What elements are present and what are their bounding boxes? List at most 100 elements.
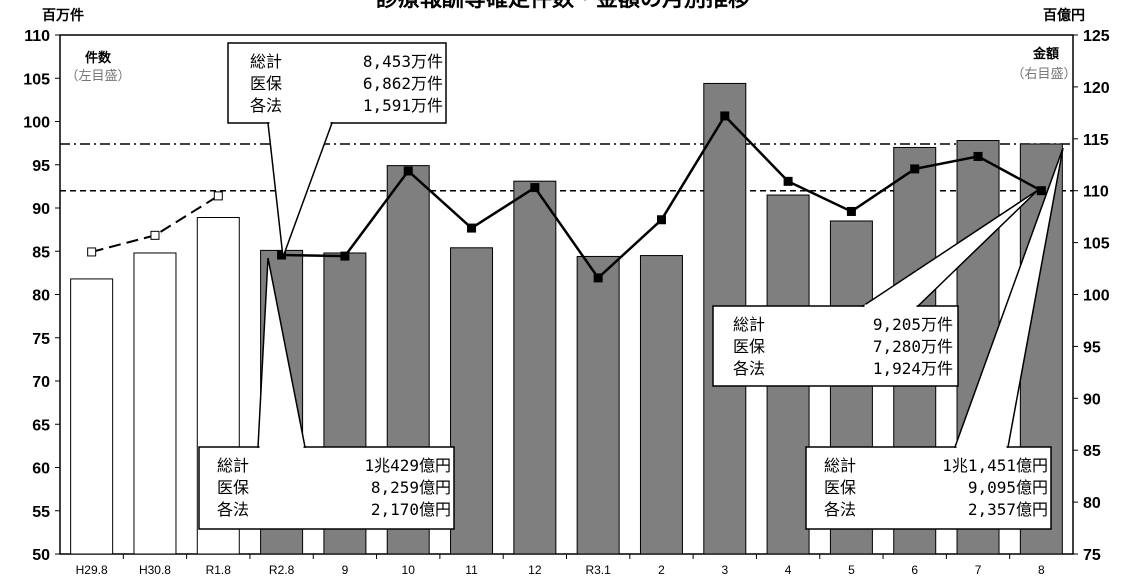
right-tick-label: 110 (1083, 184, 1109, 201)
callout-label: 医保 (250, 74, 282, 93)
callout-label: 医保 (824, 478, 856, 497)
x-tick-label: 10 (402, 563, 416, 577)
line-point (213, 191, 223, 201)
right-tick-label: 75 (1083, 547, 1101, 564)
callout-box (805, 446, 1052, 530)
right-axis-unit: 百億円 (1043, 7, 1085, 24)
left-axis-unit: 百万件 (42, 7, 84, 24)
callout-label: 各法 (733, 359, 765, 378)
bar (513, 180, 557, 555)
x-tick-label: 7 (975, 563, 982, 577)
left-axis-sublabel: （左目盛） (65, 69, 130, 84)
line-point (656, 215, 666, 225)
x-tick-label: 8 (1038, 563, 1045, 577)
right-tick-label: 95 (1083, 339, 1101, 356)
x-tick-label: 6 (911, 563, 918, 577)
bar (639, 255, 683, 555)
left-tick-label: 110 (24, 28, 50, 45)
callout-label: 医保 (733, 337, 765, 356)
plot-area: 5055606570758085909510010511075808590951… (23, 28, 1110, 577)
x-tick-label: H30.8 (139, 563, 171, 577)
right-tick-label: 115 (1083, 132, 1109, 149)
callout-box (198, 446, 455, 530)
callout-value: 2,170億円 (371, 500, 451, 519)
callout-box (227, 42, 447, 124)
callout-value: 1兆1,451億円 (942, 456, 1048, 475)
line-point (87, 247, 97, 257)
left-tick-label: 65 (32, 417, 50, 434)
right-tick-label: 80 (1083, 495, 1101, 512)
bar (576, 255, 620, 555)
callout-value: 2,357億円 (968, 500, 1048, 519)
right-tick-label: 100 (1083, 288, 1110, 305)
right-axis-label: 金額 (1032, 46, 1059, 62)
x-tick-label: 4 (785, 563, 792, 577)
x-tick-label: R2.8 (269, 563, 295, 577)
left-tick-label: 50 (32, 547, 50, 564)
callout-value: 1兆429億円 (364, 456, 451, 475)
x-tick-label: 5 (848, 563, 855, 577)
callout-value: 1,591万件 (363, 96, 443, 115)
right-axis-sublabel: （右目盛） (1011, 67, 1076, 82)
callout-label: 医保 (217, 478, 249, 497)
x-tick-label: 2 (658, 563, 665, 577)
callout-label: 各法 (217, 500, 249, 519)
callout-label: 総計 (824, 456, 856, 475)
line-point (846, 206, 856, 216)
line-point (150, 230, 160, 240)
line-point (720, 111, 730, 121)
left-tick-label: 55 (32, 504, 50, 521)
callout-value: 1,924万件 (873, 359, 953, 378)
left-tick-label: 60 (32, 461, 50, 478)
line-point (403, 166, 413, 176)
callout-label: 総計 (250, 52, 282, 71)
left-tick-label: 105 (23, 71, 50, 88)
callout-label: 総計 (733, 315, 765, 334)
line-point (783, 176, 793, 186)
callout-value: 7,280万件 (873, 337, 953, 356)
callout-label: 総計 (217, 456, 249, 475)
left-tick-label: 70 (32, 374, 50, 391)
x-tick-label: 11 (465, 563, 478, 577)
callout-value: 8,259億円 (371, 478, 451, 497)
line-point (467, 223, 477, 233)
chart-title: 診療報酬等確定件数・金額の月別推移 (376, 0, 750, 12)
x-tick-label: R1.8 (206, 563, 232, 577)
left-axis-label: 件数 (85, 50, 112, 66)
left-tick-label: 95 (32, 158, 50, 175)
callout-box (712, 305, 959, 387)
right-tick-label: 90 (1083, 391, 1101, 408)
left-tick-label: 80 (32, 288, 50, 305)
right-tick-label: 85 (1083, 443, 1101, 460)
callout-value: 9,205万件 (873, 315, 953, 334)
x-tick-label: H29.8 (76, 563, 108, 577)
line-point (530, 183, 540, 193)
line-point (1036, 186, 1046, 196)
callout-value: 8,453万件 (363, 52, 443, 71)
left-tick-label: 75 (32, 331, 50, 348)
line-point (973, 151, 983, 161)
left-tick-label: 90 (32, 201, 50, 218)
callout-label: 各法 (824, 500, 856, 519)
bar (70, 278, 114, 555)
left-tick-label: 85 (32, 244, 50, 261)
x-tick-label: 12 (528, 563, 542, 577)
x-tick-label: R3.1 (585, 563, 611, 577)
x-tick-label: 3 (721, 563, 728, 577)
callout-label: 各法 (250, 96, 282, 115)
line-point (340, 251, 350, 261)
left-tick-label: 100 (23, 115, 50, 132)
right-tick-label: 125 (1083, 28, 1110, 45)
callout-value: 6,862万件 (363, 74, 443, 93)
line-point (910, 164, 920, 174)
right-tick-label: 120 (1083, 80, 1110, 97)
bar (133, 252, 177, 555)
x-tick-label: 9 (342, 563, 349, 577)
right-tick-label: 105 (1083, 236, 1110, 253)
bar (450, 247, 494, 555)
